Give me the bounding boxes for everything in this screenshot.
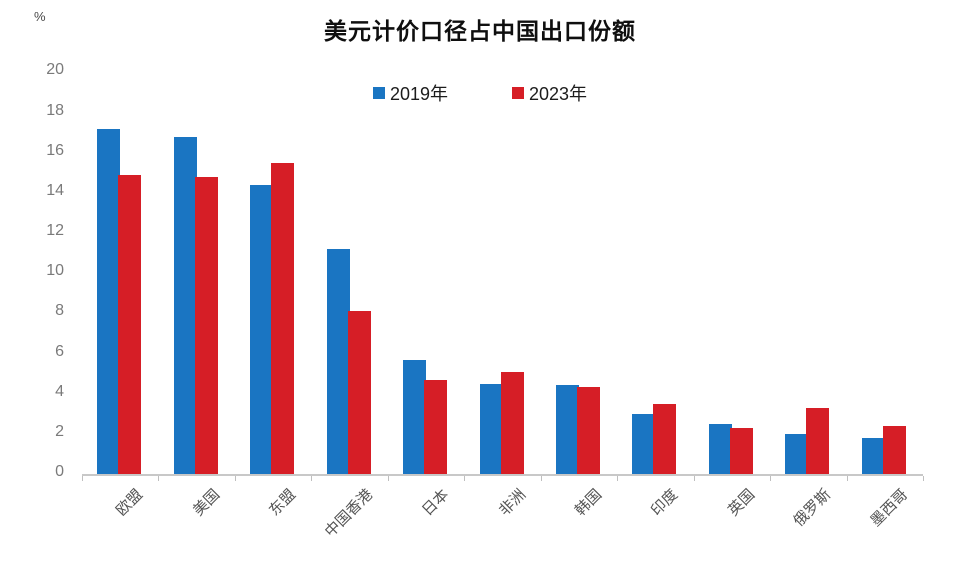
bar-2023年-东盟 — [271, 163, 294, 474]
legend-item-2019: 2019年 — [372, 80, 448, 106]
x-axis-tick-mark — [770, 476, 772, 481]
x-axis-tick-mark — [311, 476, 313, 481]
legend-swatch-2019 — [372, 87, 385, 99]
bar-2019年-中国香港 — [327, 249, 350, 474]
chart-title: 美元计价口径占中国出口份额 — [324, 19, 636, 44]
y-axis-tick-label: 8 — [55, 302, 64, 320]
bar-2023年-英国 — [730, 428, 753, 474]
x-axis-line — [82, 474, 923, 476]
x-axis-category-label: 墨西哥 — [867, 486, 912, 530]
bar-2023年-墨西哥 — [883, 426, 906, 474]
bar-2019年-英国 — [709, 424, 732, 474]
y-axis-tick-label: 18 — [46, 101, 64, 119]
x-axis-category-label: 印度 — [647, 486, 682, 520]
x-axis-category-label: 英国 — [724, 486, 759, 520]
bar-2023年-中国香港 — [348, 311, 371, 474]
x-axis-category-label: 俄罗斯 — [790, 486, 835, 530]
x-axis-category-label: 东盟 — [265, 486, 300, 520]
legend: 2019年 2023年 — [0, 80, 960, 106]
bar-2019年-俄罗斯 — [785, 434, 808, 474]
bar-2019年-墨西哥 — [862, 438, 885, 474]
legend-label-2019: 2019年 — [389, 84, 448, 104]
legend-label-2023: 2023年 — [529, 84, 588, 104]
x-axis-category-label: 欧盟 — [112, 486, 147, 520]
x-axis-tick-mark — [158, 476, 160, 481]
x-axis-tick-mark — [464, 476, 466, 481]
bar-2019年-东盟 — [250, 185, 273, 474]
x-axis-tick-mark — [82, 476, 83, 481]
x-axis-category-label: 韩国 — [571, 486, 606, 520]
x-axis-tick-mark — [540, 476, 542, 481]
bar-2023年-非洲 — [501, 372, 524, 474]
bar-2019年-日本 — [403, 360, 426, 474]
bar-2019年-印度 — [632, 414, 655, 474]
y-axis-tick-label: 2 — [55, 422, 64, 440]
x-axis-category-label: 中国香港 — [321, 486, 377, 541]
bar-2019年-欧盟 — [97, 129, 120, 474]
bar-2019年-非洲 — [480, 384, 503, 474]
bar-2023年-日本 — [424, 380, 447, 474]
y-axis-tick-label: 16 — [46, 141, 64, 159]
y-axis-tick-label: 12 — [46, 222, 64, 240]
x-axis-tick-mark — [387, 476, 389, 481]
legend-swatch-2023 — [512, 87, 524, 99]
bar-2023年-韩国 — [577, 387, 600, 474]
y-axis-tick-label: 6 — [55, 342, 64, 360]
y-axis-unit-label: % — [34, 9, 46, 24]
x-axis-category-label: 日本 — [418, 486, 453, 520]
bar-2019年-美国 — [174, 137, 197, 474]
y-axis-tick-label: 20 — [46, 61, 64, 79]
bar-2023年-俄罗斯 — [806, 408, 829, 474]
legend-item-2023: 2023年 — [512, 80, 587, 106]
y-axis-tick-label: 0 — [55, 463, 64, 480]
bar-2023年-美国 — [195, 177, 218, 474]
y-axis-tick-label: 4 — [55, 382, 64, 400]
bar-2023年-欧盟 — [118, 175, 141, 474]
bar-2019年-韩国 — [556, 385, 579, 474]
x-axis-tick-mark — [923, 476, 924, 481]
x-axis-category-label: 美国 — [189, 486, 224, 520]
x-axis-category-label: 非洲 — [495, 486, 530, 520]
x-axis-tick-mark — [617, 476, 619, 481]
x-axis-tick-mark — [234, 476, 236, 481]
x-axis-tick-mark — [693, 476, 695, 481]
y-axis-tick-label: 10 — [46, 262, 64, 280]
x-axis-tick-mark — [846, 476, 848, 481]
y-axis-tick-label: 14 — [46, 181, 64, 199]
bar-2023年-印度 — [653, 404, 676, 474]
